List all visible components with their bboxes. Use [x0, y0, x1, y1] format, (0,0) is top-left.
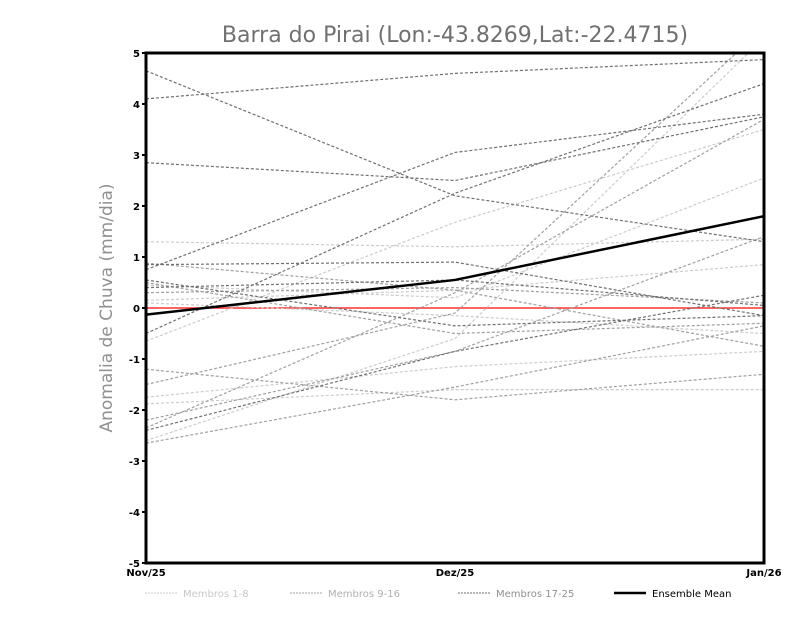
chart-title: Barra do Pirai (Lon:-43.8269,Lat:-22.471… [222, 23, 688, 48]
y-tick-label: -3 [129, 457, 140, 468]
ensemble-mean-line [146, 214, 764, 316]
legend-label: Membros 9-16 [328, 589, 400, 600]
member-line-group3-1 [146, 59, 764, 100]
member-line-group3-8 [146, 279, 764, 307]
member-line-group1-1 [146, 238, 764, 248]
member-line-group2-2 [146, 368, 764, 401]
y-tick-label: -5 [129, 559, 140, 570]
member-line-group3-7 [146, 83, 764, 335]
member-line-group3-6 [146, 279, 764, 327]
y-tick-label: 2 [133, 202, 140, 213]
member-line-group2-3 [146, 118, 764, 429]
member-line-group1-7 [146, 53, 750, 442]
member-line-group2-7 [146, 286, 764, 304]
member-line-group1-4 [146, 350, 764, 398]
y-tick-label: -4 [129, 508, 140, 519]
legend-label: Membros 17-25 [496, 589, 574, 600]
y-tick-label: 3 [133, 151, 140, 162]
legend-label: Membros 1-8 [183, 589, 249, 600]
member-line-group1-2 [146, 264, 764, 301]
x-tick-label: Jan/26 [745, 568, 781, 579]
y-tick-label: -2 [129, 406, 140, 417]
y-tick-label: 1 [133, 253, 140, 264]
member-line-group2-1 [146, 262, 764, 347]
member-line-group3-9 [146, 294, 764, 431]
x-tick-label: Dez/25 [436, 568, 475, 579]
member-line-group3-2 [146, 70, 764, 243]
y-tick-label: 0 [133, 304, 140, 315]
member-line-group1-6 [146, 177, 764, 299]
x-tick-label: Nov/25 [126, 568, 165, 579]
legend-label: Ensemble Mean [652, 589, 731, 600]
member-line-group2-6 [146, 236, 764, 421]
member-line-group1-8 [146, 302, 764, 335]
y-axis-label: Anomalia de Chuva (mm/dia) [97, 183, 117, 432]
member-line-group1-5 [146, 389, 764, 405]
member-line-group2-8 [146, 325, 764, 444]
y-tick-label: 5 [133, 49, 140, 60]
member-line-group1-3 [146, 128, 764, 342]
member-line-group2-5 [146, 53, 738, 386]
y-tick-label: 4 [133, 100, 140, 111]
y-tick-label: -1 [129, 355, 140, 366]
member-line-group3-4 [146, 113, 764, 271]
